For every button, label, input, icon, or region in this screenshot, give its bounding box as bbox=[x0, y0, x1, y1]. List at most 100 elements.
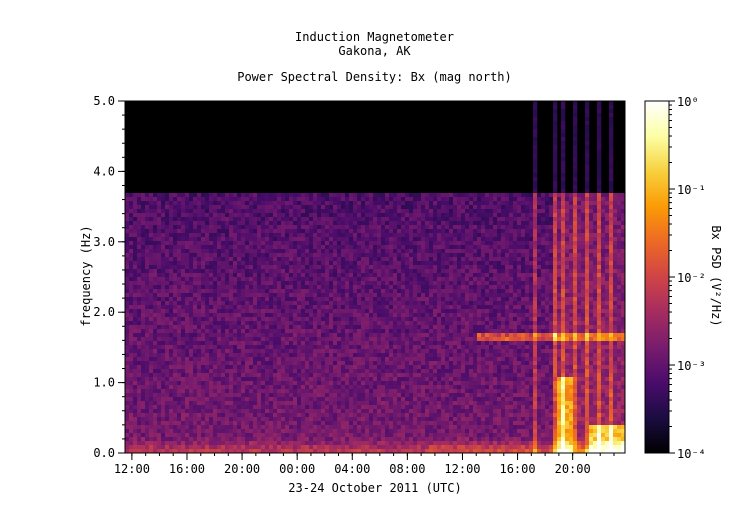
heatmap-cell bbox=[429, 209, 434, 214]
heatmap-cell bbox=[209, 325, 214, 330]
heatmap-cell bbox=[145, 425, 150, 430]
heatmap-cell bbox=[337, 309, 342, 314]
heatmap-cell bbox=[409, 389, 414, 394]
heatmap-cell bbox=[417, 321, 422, 326]
heatmap-cell bbox=[293, 265, 298, 270]
heatmap-cell bbox=[225, 269, 230, 274]
heatmap-cell bbox=[417, 361, 422, 366]
heatmap-cell bbox=[381, 373, 386, 378]
heatmap-cell bbox=[337, 193, 342, 198]
heatmap-cell bbox=[405, 293, 410, 298]
heatmap-cell bbox=[129, 241, 134, 246]
heatmap-cell bbox=[165, 265, 170, 270]
heatmap-cell bbox=[329, 309, 334, 314]
heatmap-cell bbox=[221, 421, 226, 426]
heatmap-cell bbox=[309, 377, 314, 382]
heatmap-cell bbox=[345, 353, 350, 358]
heatmap-cell bbox=[277, 341, 282, 346]
heatmap-cell bbox=[137, 197, 142, 202]
heatmap-cell bbox=[205, 337, 210, 342]
heatmap-cell bbox=[393, 193, 398, 198]
heatmap-cell bbox=[381, 329, 386, 334]
heatmap-cell bbox=[389, 449, 394, 453]
heatmap-cell bbox=[253, 301, 258, 306]
heatmap-cell bbox=[249, 209, 254, 214]
heatmap-cell bbox=[181, 269, 186, 274]
heatmap-cell bbox=[325, 245, 330, 250]
heatmap-cell bbox=[265, 417, 270, 422]
heatmap-cell bbox=[193, 449, 198, 453]
heatmap-cell bbox=[225, 377, 230, 382]
heatmap-cell bbox=[185, 333, 190, 338]
heatmap-cell bbox=[161, 333, 166, 338]
heatmap-cell bbox=[269, 365, 274, 370]
heatmap-cell bbox=[401, 277, 406, 282]
heatmap-cell bbox=[381, 313, 386, 318]
heatmap-cell bbox=[161, 217, 166, 222]
heatmap-cell bbox=[333, 289, 338, 294]
heatmap-cell bbox=[149, 421, 154, 426]
heatmap-cell bbox=[293, 369, 298, 374]
heatmap-cell bbox=[129, 289, 134, 294]
heatmap-cell bbox=[145, 209, 150, 214]
heatmap-cell bbox=[305, 249, 310, 254]
heatmap-cell bbox=[177, 445, 182, 450]
heatmap-cell bbox=[213, 365, 218, 370]
heatmap-cell bbox=[265, 257, 270, 262]
heatmap-cell bbox=[177, 257, 182, 262]
heatmap-cell bbox=[209, 445, 214, 450]
heatmap-cell bbox=[273, 437, 278, 442]
heatmap-cell bbox=[221, 409, 226, 414]
heatmap-cell bbox=[361, 405, 366, 410]
heatmap-cell bbox=[337, 341, 342, 346]
heatmap-cell bbox=[133, 261, 138, 266]
heatmap-cell bbox=[281, 289, 286, 294]
heatmap-cell bbox=[265, 349, 270, 354]
heatmap-cell bbox=[201, 405, 206, 410]
heatmap-cell bbox=[369, 285, 374, 290]
heatmap-cell bbox=[201, 357, 206, 362]
heatmap-cell bbox=[241, 437, 246, 442]
heatmap-cell bbox=[357, 257, 362, 262]
heatmap-cell bbox=[385, 361, 390, 366]
heatmap-cell bbox=[325, 313, 330, 318]
heatmap-cell bbox=[161, 281, 166, 286]
heatmap-cell bbox=[233, 381, 238, 386]
heatmap-cell bbox=[429, 197, 434, 202]
heatmap-cell bbox=[381, 449, 386, 453]
heatmap-cell bbox=[225, 445, 230, 450]
heatmap-cell bbox=[401, 405, 406, 410]
heatmap-cell bbox=[185, 261, 190, 266]
heatmap-cell bbox=[333, 273, 338, 278]
heatmap-cell bbox=[233, 401, 238, 406]
heatmap-cell bbox=[137, 313, 142, 318]
heatmap-cell bbox=[173, 401, 178, 406]
heatmap-cell bbox=[349, 221, 354, 226]
heatmap-cell bbox=[165, 409, 170, 414]
heatmap-cell bbox=[405, 341, 410, 346]
heatmap-cell bbox=[309, 293, 314, 298]
heatmap-cell bbox=[157, 389, 162, 394]
heatmap-cell bbox=[313, 389, 318, 394]
heatmap-cell bbox=[265, 357, 270, 362]
heatmap-cell bbox=[405, 229, 410, 234]
heatmap-cell bbox=[165, 241, 170, 246]
heatmap-cell bbox=[277, 369, 282, 374]
heatmap-cell bbox=[141, 341, 146, 346]
heatmap-cell bbox=[373, 221, 378, 226]
heatmap-cell bbox=[197, 245, 202, 250]
heatmap-cell bbox=[241, 325, 246, 330]
heatmap-cell bbox=[269, 381, 274, 386]
heatmap-cell bbox=[237, 309, 242, 314]
heatmap-cell bbox=[161, 245, 166, 250]
heatmap-cell bbox=[277, 405, 282, 410]
heatmap-cell bbox=[197, 393, 202, 398]
heatmap-cell bbox=[129, 361, 134, 366]
heatmap-cell bbox=[337, 373, 342, 378]
heatmap-cell bbox=[285, 361, 290, 366]
heatmap-cell bbox=[401, 393, 406, 398]
heatmap-cell bbox=[329, 281, 334, 286]
heatmap-cell bbox=[249, 341, 254, 346]
heatmap-cell bbox=[209, 409, 214, 414]
heatmap-cell bbox=[333, 241, 338, 246]
